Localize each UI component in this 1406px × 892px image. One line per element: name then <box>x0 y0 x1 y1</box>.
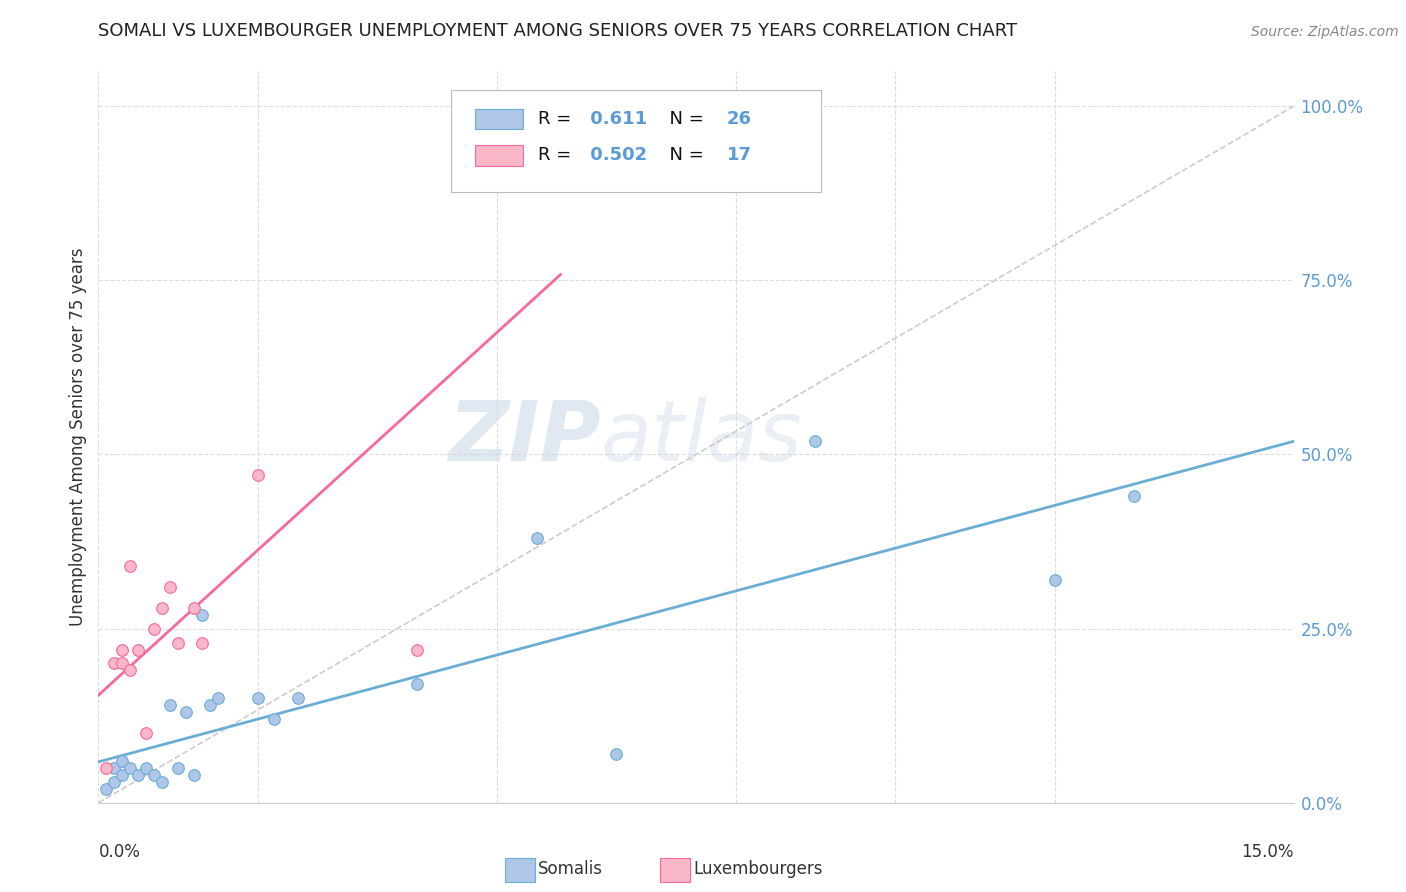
Point <box>111 768 134 782</box>
Text: Somalis: Somalis <box>538 860 603 878</box>
Point <box>198 698 221 713</box>
Text: 15.0%: 15.0% <box>1241 843 1294 861</box>
Point <box>103 657 125 671</box>
Point <box>111 754 134 768</box>
Point <box>174 705 197 719</box>
Point <box>191 607 214 622</box>
Point <box>120 558 142 573</box>
FancyBboxPatch shape <box>475 145 523 166</box>
Point <box>159 580 181 594</box>
Text: Source: ZipAtlas.com: Source: ZipAtlas.com <box>1251 25 1399 38</box>
Point <box>167 635 190 649</box>
FancyBboxPatch shape <box>661 858 690 882</box>
Point <box>120 761 142 775</box>
FancyBboxPatch shape <box>451 90 821 192</box>
FancyBboxPatch shape <box>475 109 523 129</box>
Text: Luxembourgers: Luxembourgers <box>693 860 823 878</box>
Point <box>246 468 269 483</box>
Point <box>135 726 157 740</box>
Point <box>246 691 269 706</box>
Point <box>143 768 166 782</box>
FancyBboxPatch shape <box>505 858 534 882</box>
Text: SOMALI VS LUXEMBOURGER UNEMPLOYMENT AMONG SENIORS OVER 75 YEARS CORRELATION CHAR: SOMALI VS LUXEMBOURGER UNEMPLOYMENT AMON… <box>98 21 1018 39</box>
Point <box>207 691 229 706</box>
Point <box>406 677 429 691</box>
Point <box>605 747 627 761</box>
Point <box>111 642 134 657</box>
Point <box>1123 489 1146 503</box>
Point <box>183 768 205 782</box>
Point <box>183 600 205 615</box>
Point <box>167 761 190 775</box>
Point <box>127 768 149 782</box>
Point <box>1043 573 1066 587</box>
Text: ZIP: ZIP <box>447 397 600 477</box>
Point <box>804 434 827 448</box>
Point <box>406 642 429 657</box>
Text: N =: N = <box>658 110 709 128</box>
Point <box>103 775 125 789</box>
Text: 0.0%: 0.0% <box>98 843 141 861</box>
Point <box>263 712 285 726</box>
Text: 0.502: 0.502 <box>583 146 647 164</box>
Point <box>287 691 309 706</box>
Point <box>191 635 214 649</box>
Point <box>159 698 181 713</box>
Point <box>120 664 142 678</box>
Text: R =: R = <box>538 146 578 164</box>
Text: 26: 26 <box>727 110 752 128</box>
Text: 17: 17 <box>727 146 752 164</box>
Text: N =: N = <box>658 146 709 164</box>
Point <box>96 781 118 796</box>
Point <box>96 761 118 775</box>
Point <box>150 600 173 615</box>
Point <box>127 642 149 657</box>
Point <box>103 761 125 775</box>
Point <box>150 775 173 789</box>
Point <box>143 622 166 636</box>
Point <box>135 761 157 775</box>
Point <box>526 531 548 545</box>
Text: atlas: atlas <box>600 397 801 477</box>
Point <box>533 134 555 148</box>
Text: 0.611: 0.611 <box>583 110 647 128</box>
Text: R =: R = <box>538 110 578 128</box>
Point <box>111 657 134 671</box>
Y-axis label: Unemployment Among Seniors over 75 years: Unemployment Among Seniors over 75 years <box>69 248 87 626</box>
